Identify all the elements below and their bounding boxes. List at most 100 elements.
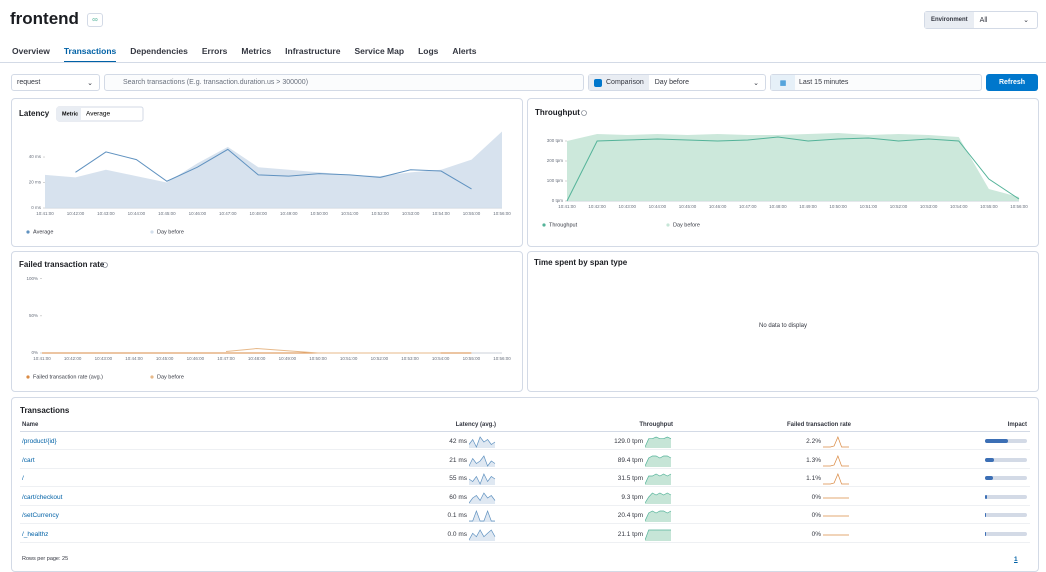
x-tick-label: 10:56:00 — [493, 356, 511, 361]
tab[interactable]: Logs — [418, 46, 438, 63]
sparkline — [645, 473, 672, 485]
x-tick-label: 10:49:00 — [799, 204, 817, 209]
sparkline — [469, 473, 496, 485]
legend-marker — [26, 375, 29, 378]
tab[interactable]: Service Map — [354, 46, 404, 63]
sparkline — [645, 492, 672, 504]
sparkline — [823, 455, 850, 467]
legend-label: Day before — [673, 222, 700, 228]
column-header[interactable]: Latency (avg.) — [456, 422, 496, 428]
x-tick-label: 10:47:00 — [739, 204, 757, 209]
tab[interactable]: Errors — [202, 46, 228, 63]
tab[interactable]: Infrastructure — [285, 46, 340, 63]
page-number[interactable]: 1 — [1014, 556, 1018, 563]
throughput: 9.3 tpm — [621, 494, 643, 501]
chart-title: Latency — [19, 109, 50, 118]
y-tick-label: 300 tpm — [547, 138, 564, 143]
x-tick-label: 10:55:00 — [463, 356, 481, 361]
sparkline — [823, 436, 850, 448]
column-header[interactable]: Throughput — [639, 422, 673, 428]
latency: 60 ms — [449, 494, 467, 501]
throughput-chart: Throughput 0 tpm 100 tpm 200 tpm 300 tpm 10:4… — [528, 99, 1038, 246]
failed-rate: 0% — [812, 531, 821, 538]
y-tick-label: 100% — [26, 276, 38, 281]
time-picker[interactable]: ▦Last 15 minutes — [770, 74, 982, 91]
comparison-toggle[interactable]: Comparison — [589, 75, 649, 90]
x-tick-label: 10:46:00 — [189, 211, 207, 216]
search-placeholder: Search transactions (E.g. transaction.du… — [123, 79, 308, 86]
x-tick-label: 10:47:00 — [219, 211, 237, 216]
sparkline — [469, 510, 496, 522]
y-tick-label: 40 ms — [29, 154, 42, 159]
transaction-link[interactable]: /cart/checkout — [22, 494, 62, 501]
transaction-link[interactable]: / — [22, 475, 24, 482]
chevron: ⌄ — [1023, 16, 1029, 24]
transaction-link[interactable]: /product/{id} — [22, 438, 57, 445]
y-tick-label: 0 tpm — [552, 198, 564, 203]
comparison-value: Day before — [649, 79, 689, 86]
failed-rate-chart: Failed transaction rate0%50%100%10:41:00… — [12, 252, 522, 391]
transaction-link[interactable]: /_healthz — [22, 531, 48, 538]
x-tick-label: 10:54:00 — [432, 356, 450, 361]
x-tick-label: 10:56:00 — [1010, 204, 1028, 209]
transaction-link[interactable]: /setCurrency — [22, 512, 59, 519]
sparkline — [469, 436, 496, 448]
x-tick-label: 10:46:00 — [709, 204, 727, 209]
legend-marker — [666, 223, 669, 226]
environment-select[interactable]: Environment All ⌄ — [924, 11, 1038, 29]
tab[interactable]: Alerts — [452, 46, 476, 63]
legend-label: Throughput — [549, 222, 578, 228]
x-tick-label: 10:42:00 — [67, 211, 85, 216]
chart-title: Failed transaction rate — [19, 260, 105, 269]
y-tick-label: 200 tpm — [547, 158, 564, 163]
row-divider — [20, 468, 1030, 469]
type-select[interactable]: request⌄ — [11, 74, 100, 91]
tab[interactable]: Dependencies — [130, 46, 188, 63]
spark-line — [823, 456, 849, 466]
tab[interactable]: Transactions — [64, 46, 116, 63]
transaction-link[interactable]: /cart — [22, 457, 35, 464]
row-divider — [20, 523, 1030, 524]
row-divider — [20, 542, 1030, 543]
service-title: frontend — [10, 9, 79, 29]
column-header[interactable]: Name — [22, 422, 38, 428]
x-tick-label: 10:54:00 — [950, 204, 968, 209]
spark-line — [823, 437, 849, 447]
sparkline — [469, 455, 496, 467]
y-tick-label: 0 ms — [31, 205, 42, 210]
latency: 0.1 ms — [447, 512, 467, 519]
search-input[interactable]: Search transactions (E.g. transaction.du… — [104, 74, 584, 91]
header-divider — [20, 431, 1030, 432]
x-tick-label: 10:43:00 — [619, 204, 637, 209]
panel-title: Time spent by span type — [534, 258, 627, 267]
divider — [0, 62, 1046, 63]
latency: 42 ms — [449, 438, 467, 445]
rows-per-page[interactable]: Rows per page: 25 — [22, 556, 68, 562]
comparison-control[interactable]: Comparison Day before⌄ — [588, 74, 766, 91]
column-header[interactable]: Failed transaction rate — [787, 422, 851, 428]
failed-rate: 1.3% — [806, 457, 821, 464]
spark-area — [645, 493, 671, 504]
sparkline — [645, 529, 672, 541]
x-tick-label: 10:41:00 — [36, 211, 54, 216]
tab[interactable]: Metrics — [241, 46, 271, 63]
impact-bar — [985, 458, 994, 462]
refresh-button[interactable]: Refresh — [986, 74, 1038, 91]
column-header[interactable]: Impact — [1008, 422, 1027, 428]
row-divider — [20, 505, 1030, 506]
failed-rate: 1.1% — [806, 475, 821, 482]
y-tick-label: 50% — [29, 313, 38, 318]
sparkline — [645, 510, 672, 522]
metric-value: Average — [86, 111, 110, 118]
throughput: 89.4 tpm — [618, 457, 643, 464]
failed-rate: 2.2% — [806, 438, 821, 445]
tab[interactable]: Overview — [12, 46, 50, 63]
legend-label: Average — [33, 229, 53, 235]
x-tick-label: 10:43:00 — [95, 356, 113, 361]
spark-line — [823, 474, 849, 484]
y-tick-label: 100 tpm — [547, 178, 564, 183]
